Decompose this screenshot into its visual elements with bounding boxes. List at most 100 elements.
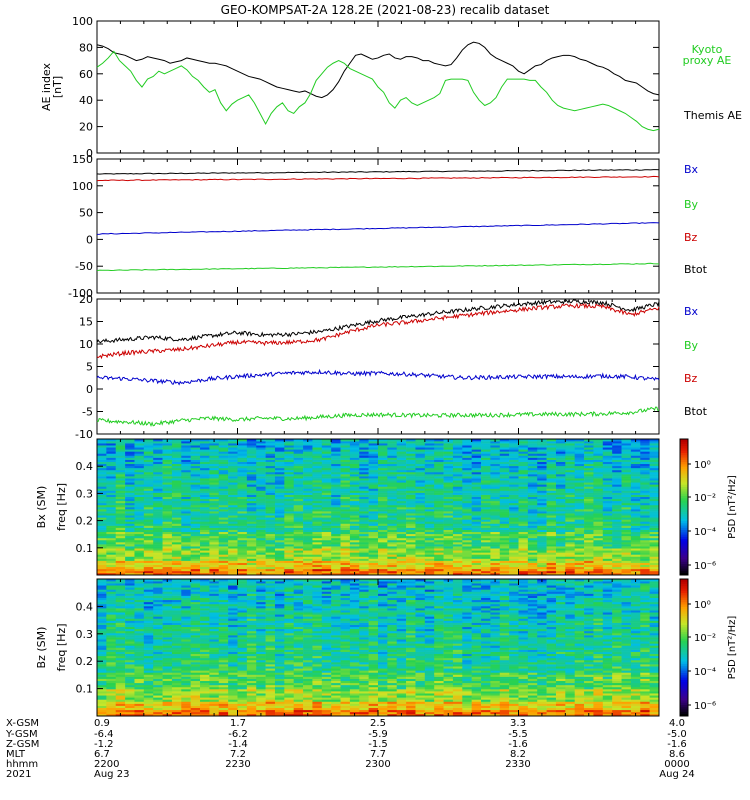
spectrogram-cell: [246, 568, 257, 572]
spectrogram-cell: [106, 616, 117, 619]
spectrogram-cell: [509, 552, 519, 555]
spectrogram-cell: [106, 599, 117, 603]
spectrogram-cell: [424, 560, 435, 563]
spectrogram-cell: [584, 539, 594, 543]
spectrogram-cell: [171, 471, 182, 475]
spectrogram-cell: [303, 461, 313, 465]
spectrogram-cell: [612, 490, 622, 493]
spectrogram-cell: [97, 568, 107, 572]
spectrogram-cell: [331, 488, 341, 491]
spectrogram-cell: [630, 474, 641, 477]
spectrogram-cell: [518, 498, 529, 502]
spectrogram-cell: [434, 513, 444, 516]
spectrogram-cell: [153, 570, 163, 574]
spectrogram-cell: [153, 531, 163, 535]
spectrogram-cell: [340, 443, 351, 446]
spectrogram-cell: [649, 471, 660, 475]
spectrogram-cell: [134, 478, 145, 481]
spectrogram-cell: [452, 486, 463, 489]
spectrogram-cell: [434, 552, 444, 555]
spectrogram-cell: [171, 558, 182, 561]
spectrogram-cell: [574, 529, 585, 533]
spectrogram-cell: [115, 593, 126, 596]
spectrogram-cell: [97, 539, 107, 543]
spectrogram-cell: [621, 441, 632, 444]
spectrogram-cell: [378, 447, 388, 450]
spectrogram-cell: [406, 502, 416, 506]
spectrogram-cell: [209, 478, 220, 481]
spectrogram-cell: [640, 544, 650, 547]
spectrogram-cell: [153, 682, 163, 686]
spectrogram-cell: [649, 525, 660, 528]
spectrogram-cell: [593, 453, 604, 456]
spectrogram-cell: [584, 467, 594, 471]
spectrogram-cell: [649, 465, 660, 469]
spectrogram-cell: [190, 711, 201, 715]
spectrogram-cell: [565, 535, 575, 539]
spectrogram-cell: [593, 447, 604, 450]
spectrogram-cell: [434, 441, 444, 444]
spectrogram-cell: [452, 507, 463, 510]
spectrogram-cell: [171, 554, 182, 557]
spectrogram-cell: [331, 537, 341, 541]
spectrogram-cell: [143, 684, 154, 688]
spectrogram-cell: [134, 591, 145, 594]
spectrogram-cell: [134, 684, 145, 688]
spectrogram-cell: [246, 494, 257, 497]
spectrogram-cell: [162, 568, 173, 572]
spectrogram-cell: [630, 453, 641, 456]
colorbar-step: [680, 470, 688, 474]
spectrogram-cell: [555, 469, 566, 473]
spectrogram-cell: [443, 459, 454, 462]
spectrogram-cell: [143, 689, 154, 692]
spectrogram-cell: [143, 558, 154, 561]
spectrogram-cell: [340, 542, 351, 545]
spectrogram-cell: [209, 533, 220, 537]
spectrogram-cell: [649, 482, 660, 485]
spectrogram-cell: [171, 678, 182, 682]
spectrogram-cell: [115, 670, 126, 673]
spectrogram-cell: [378, 498, 388, 502]
spectrogram-cell: [162, 608, 173, 611]
y-tick-label: 0: [86, 147, 93, 160]
spectrogram-cell: [602, 566, 613, 570]
spectrogram-cell: [340, 515, 351, 518]
spectrogram-cell: [518, 474, 529, 477]
colorbar-step: [680, 452, 688, 456]
spectrogram-cell: [237, 461, 248, 465]
spectrogram-cell: [612, 568, 622, 572]
spectrogram-cell: [153, 535, 163, 539]
spectrogram-cell: [612, 486, 622, 489]
spectrogram-cell: [462, 492, 472, 495]
spectrogram-cell: [584, 513, 594, 516]
spectrogram-cell: [649, 441, 660, 444]
spectrogram-cell: [125, 542, 135, 545]
spectrogram-cell: [218, 558, 229, 561]
spectrogram-cell: [406, 527, 416, 530]
spectrogram-cell: [181, 531, 191, 535]
spectrogram-cell: [471, 544, 482, 547]
spectrogram-cell: [171, 684, 182, 688]
spectrogram-cell: [555, 488, 566, 491]
spectrogram-cell: [265, 544, 276, 547]
spectrogram-cell: [387, 527, 398, 530]
spectrogram-cell: [143, 601, 154, 605]
spectrogram-cell: [115, 554, 126, 557]
spectrogram-cell: [171, 465, 182, 469]
spectrogram-cell: [274, 556, 285, 559]
spectrogram-cell: [434, 478, 444, 481]
spectrogram-cell: [378, 509, 388, 512]
spectrogram-cell: [452, 548, 463, 551]
spectrogram-cell: [125, 507, 135, 510]
spectrogram-cell: [481, 517, 491, 520]
spectrogram-cell: [162, 469, 173, 473]
spectrogram-cell: [555, 482, 566, 485]
spectrogram-cell: [518, 496, 529, 500]
spectrogram-cell: [162, 630, 173, 634]
spectrogram-cell: [303, 527, 313, 530]
spectrogram-cell: [649, 572, 660, 576]
spectrogram-cell: [321, 504, 332, 508]
spectrogram-cell: [153, 674, 163, 677]
spectrogram-cell: [153, 630, 163, 634]
spectrogram-cell: [584, 558, 594, 561]
